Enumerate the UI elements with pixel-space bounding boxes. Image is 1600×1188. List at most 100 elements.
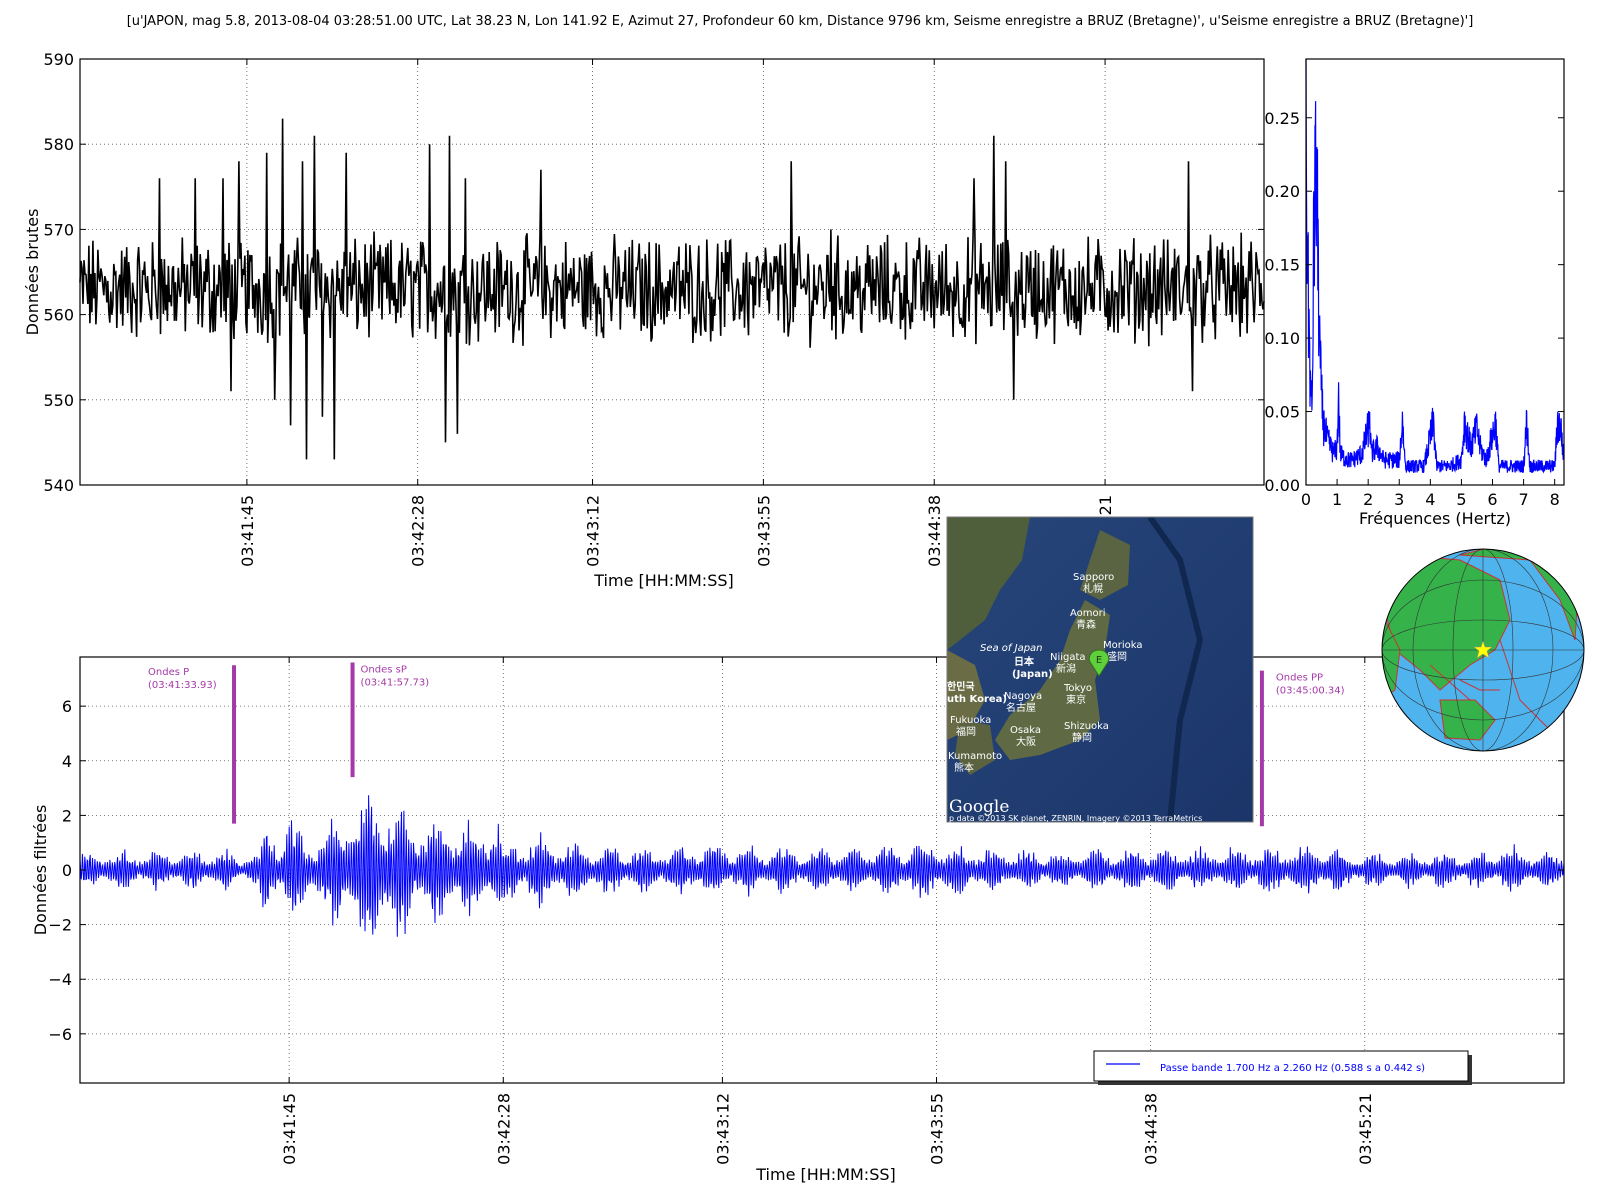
- map-label-nagoya: Nagoya: [1004, 691, 1042, 702]
- map-label-kumamoto: Kumamoto: [948, 751, 1002, 762]
- spectrum-xtick-label: 2: [1363, 490, 1373, 509]
- spectrum-ytick-label: 0.20: [1264, 182, 1300, 201]
- spectrum-xtick-label: 6: [1487, 490, 1497, 509]
- filtered-ticks: 03:41:45 03:42:28 03:43:12 03:43:55 03:44:38…: [48, 657, 1564, 1165]
- raw-ytick-label: 590: [43, 50, 74, 69]
- raw-series-line: [79, 118, 1265, 460]
- legend-box: [1093, 1050, 1469, 1082]
- map-label-nagoya-jp: 名古屋: [1006, 701, 1036, 714]
- map-korea: [947, 650, 985, 740]
- raw-ytick-label: 580: [43, 135, 74, 154]
- globe-epicenter-star: [1473, 640, 1493, 659]
- globe-inset: [1381, 548, 1585, 752]
- map-label-sea: Sea of Japan: [980, 643, 1043, 654]
- map-label-tokyo-jp: 東京: [1066, 693, 1086, 706]
- map-label-fukuoka-jp: 福岡: [956, 725, 976, 738]
- map-label-sapporo-jp: 札幌: [1083, 582, 1103, 595]
- map-google-logo: Google: [949, 797, 1009, 817]
- spectrum-xlabel: Fréquences (Hertz): [1359, 509, 1511, 528]
- filtered-xlabel: Time [HH:MM:SS]: [755, 1165, 896, 1184]
- raw-xtick-label: 03:42:28: [409, 495, 428, 567]
- map-label-niigata: Niigata: [1050, 652, 1086, 663]
- spectrum-ytick-label: 0.10: [1264, 329, 1300, 348]
- map-label-morioka-jp: 盛岡: [1107, 650, 1127, 663]
- raw-ytick-label: 570: [43, 220, 74, 239]
- map-marker-label: E: [1096, 655, 1102, 666]
- spectrum-xtick-label: 0: [1301, 490, 1311, 509]
- raw-xtick-label: 03:44:38: [925, 495, 944, 567]
- wave-marker-label: Ondes PP: [1276, 673, 1323, 684]
- map-label-fukuoka: Fukuoka: [950, 715, 991, 726]
- map-label-osaka: Osaka: [1010, 725, 1041, 736]
- spectrum-xtick-label: 5: [1456, 490, 1466, 509]
- wave-marker-label: Ondes sP: [361, 664, 407, 675]
- map-label-niigata-jp: 新潟: [1056, 662, 1076, 675]
- map-kyushu: [955, 720, 995, 775]
- globe-australia: [1439, 699, 1496, 741]
- map-label-osaka-jp: 大阪: [1016, 735, 1036, 748]
- spectrum-ytick-label: 0.00: [1264, 476, 1300, 495]
- globe-plate-boundaries: [1429, 639, 1551, 731]
- raw-data-panel: 03:41:45 03:42:28 03:43:12 03:43:55 03:44:38…: [23, 50, 1265, 590]
- map-credits: p data ©2013 SK planet, ZENRIN, Imagery …: [949, 814, 1202, 823]
- spectrum-axes-frame: [1305, 58, 1565, 486]
- raw-ytick-label: 540: [43, 476, 74, 495]
- spectrum-xtick-label: 4: [1425, 490, 1435, 509]
- spectrum-xtick-label: 1: [1332, 490, 1342, 509]
- map-inset: Sapporo 札幌 Aomori 青森 Morioka 盛岡 Sea of J…: [946, 516, 1254, 823]
- filtered-ytick-label: 0: [62, 861, 72, 880]
- spectrum-series: [1305, 58, 1565, 474]
- filtered-xtick-label: 03:42:28: [494, 1093, 513, 1165]
- raw-xlabel: Time [HH:MM:SS]: [593, 571, 734, 590]
- map-border: [946, 516, 1254, 823]
- spectrum-panel: 0 1 2 3 4 5 6 7 8 0.00 0.05 0.10 0.15 0.20 0.25 Fréque…: [1264, 58, 1565, 528]
- map-label-tokyo: Tokyo: [1063, 683, 1092, 694]
- spectrum-ytick-label: 0.15: [1264, 256, 1300, 275]
- raw-xtick-label: 03:41:45: [238, 495, 257, 567]
- spectrum-xtick-label: 7: [1518, 490, 1528, 509]
- map-label-sapporo: Sapporo: [1073, 572, 1114, 583]
- map-hokkaido: [1080, 530, 1130, 600]
- spectrum-series-line: [1305, 58, 1565, 474]
- wave-marker-time: (03:45:00.34): [1276, 686, 1345, 697]
- map-label-kumamoto-jp: 熊本: [954, 761, 974, 774]
- wave-marker-label: Ondes P: [148, 667, 189, 678]
- filtered-ytick-label: 6: [62, 697, 72, 716]
- map-label-morioka: Morioka: [1103, 640, 1143, 651]
- filtered-xtick-label: 03:43:12: [713, 1093, 732, 1165]
- filtered-legend: Passe bande 1.700 Hz a 2.260 Hz (0.588 s…: [1093, 1050, 1472, 1085]
- filtered-ytick-label: −2: [48, 916, 72, 935]
- filtered-xtick-label: 03:43:55: [928, 1093, 947, 1165]
- wave-marker-time: (03:41:57.73): [361, 677, 430, 688]
- map-mainland-asia: [947, 517, 1030, 650]
- globe-outline: [1381, 548, 1585, 752]
- map-trench: [1147, 517, 1204, 822]
- map-label-japan: (Japan): [1012, 669, 1053, 680]
- raw-ytick-label: 550: [43, 391, 74, 410]
- raw-axes-frame: [79, 58, 1265, 486]
- filtered-ytick-label: −4: [48, 970, 72, 989]
- spectrum-ytick-label: 0.05: [1264, 403, 1300, 422]
- map-label-japan-jp: 日本: [1014, 655, 1035, 668]
- spectrum-xtick-label: 3: [1394, 490, 1404, 509]
- filtered-xtick-label: 03:41:45: [280, 1093, 299, 1165]
- raw-series: [79, 118, 1265, 460]
- map-honshu: [995, 600, 1110, 760]
- filtered-ytick-label: −6: [48, 1025, 72, 1044]
- map-label-korea-jp: 한민국: [947, 680, 975, 693]
- wave-annotations: Ondes P (03:41:33.93) Ondes sP (03:41:57.73…: [148, 662, 1345, 827]
- map-label-aomori-jp: 青森: [1076, 618, 1096, 631]
- map-epicenter-marker: E: [1088, 649, 1110, 677]
- raw-grid: [80, 59, 1264, 485]
- filtered-xtick-label: 03:44:38: [1142, 1093, 1161, 1165]
- filtered-ylabel: Données filtrées: [31, 805, 50, 936]
- raw-xtick-label: 03:43:12: [584, 495, 603, 567]
- legend-label: Passe bande 1.700 Hz a 2.260 Hz (0.588 s…: [1160, 1063, 1425, 1074]
- filtered-series-line: [79, 795, 1565, 937]
- filtered-series: [79, 795, 1565, 937]
- spectrum-ticks: 0 1 2 3 4 5 6 7 8 0.00 0.05 0.10 0.15 0.20 0.25: [1264, 109, 1564, 509]
- wave-marker-time: (03:41:33.93): [148, 680, 217, 691]
- raw-ytick-label: 560: [43, 306, 74, 325]
- map-label-aomori: Aomori: [1070, 608, 1106, 619]
